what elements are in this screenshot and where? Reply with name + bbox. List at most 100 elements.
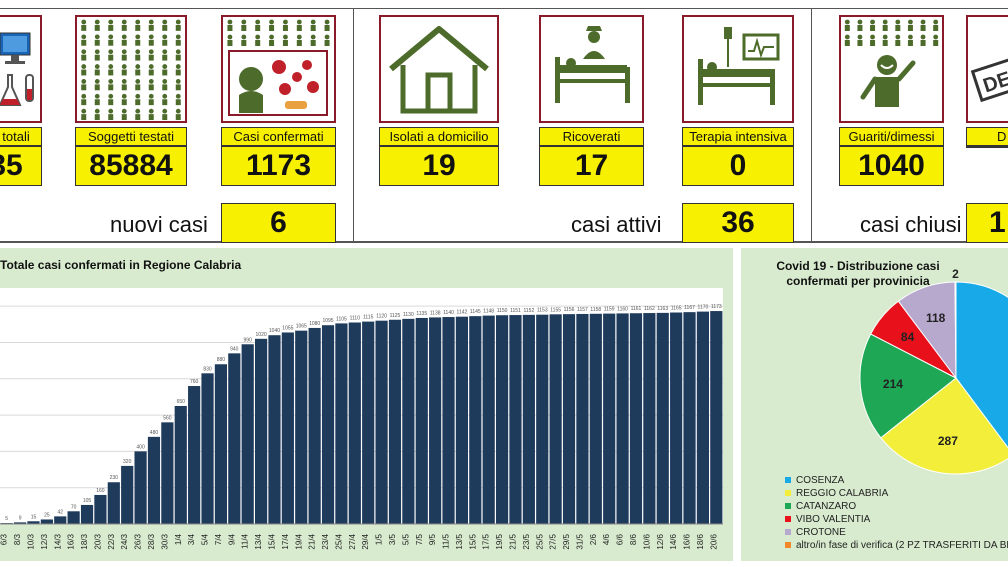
bar	[134, 451, 147, 524]
person-body	[162, 39, 168, 46]
bar-data-label: 1145	[470, 309, 481, 315]
person-body	[241, 25, 247, 31]
stat-value-guariti: 1040	[839, 146, 944, 186]
bar-tick-label: 28/3	[147, 533, 156, 549]
pie-legend-item: COSENZA	[785, 474, 844, 487]
person-figure-icon	[108, 64, 114, 69]
person-figure-icon	[269, 34, 274, 40]
person-body	[81, 25, 87, 31]
person-body	[882, 25, 888, 31]
person-body	[269, 25, 275, 31]
bar-data-label: 42	[57, 509, 63, 515]
people-grid-icon	[81, 19, 181, 120]
person-body	[135, 25, 141, 31]
person-figure-icon	[895, 19, 901, 25]
bar	[80, 504, 94, 524]
person-figure-icon	[108, 79, 114, 84]
bar	[629, 313, 643, 524]
person-body	[175, 39, 181, 46]
virus-particle-icon	[272, 60, 286, 74]
summary-value-chiusi: 1	[966, 203, 1008, 243]
bar	[509, 315, 522, 524]
bar-tick-label: 30/3	[160, 533, 169, 549]
hospital-bed-icon	[555, 26, 630, 103]
bar-data-label: 1159	[604, 307, 615, 313]
person-body	[108, 39, 114, 46]
bar	[482, 315, 495, 524]
bar-data-label: 105	[83, 498, 92, 504]
bar-data-label: 15	[31, 514, 37, 520]
recovered-person-icon	[844, 19, 939, 107]
person-figure-icon	[908, 34, 913, 40]
person-figure-icon	[895, 34, 901, 40]
person-body	[81, 114, 87, 120]
bar-data-label: 1135	[416, 311, 427, 317]
virus-particle-icon	[302, 60, 312, 70]
bar-chart-panel: Totale casi confermati in Regione Calabr…	[0, 248, 733, 561]
bar-data-label: 70	[71, 504, 77, 510]
recovered-person-icon-box	[839, 15, 944, 123]
person-figure-icon	[844, 19, 850, 25]
person-body	[94, 54, 100, 61]
bar-tick-label: 24/3	[120, 533, 129, 549]
person-body	[907, 40, 913, 46]
bar-tick-label: 23/4	[321, 533, 330, 549]
person-figure-icon	[175, 19, 181, 25]
person-body	[933, 25, 939, 31]
bar-tick-label: 7/5	[415, 533, 424, 545]
pie-legend-item: CATANZARO	[785, 500, 856, 513]
person-body	[857, 25, 863, 31]
bar-data-label: 1142	[457, 310, 468, 316]
stat-label-guariti: Guariti/dimessi	[839, 127, 944, 146]
bar-data-label: 1151	[510, 308, 521, 314]
stat-label-terapia: Terapia intensiva	[682, 127, 794, 146]
pie-slice	[955, 281, 1008, 449]
pie-legend-item: VIBO VALENTIA	[785, 513, 870, 526]
bar	[656, 312, 669, 524]
bar-data-label: 400	[136, 444, 145, 450]
bar-chart: 5 6/3 9 8/3 15 10/3 25 12/3 42 14/3 70 16/3 105 18/3 1…	[0, 288, 723, 550]
bar	[415, 317, 428, 524]
summary-value-nuovi: 6	[221, 203, 336, 243]
divider-panels	[733, 243, 737, 567]
bar-tick-label: 17/5	[482, 533, 491, 549]
arm	[860, 76, 878, 100]
person-figure-icon	[148, 108, 154, 114]
stat-value-terapia: 0	[682, 146, 794, 186]
deceased-stamp-icon: DEC	[970, 48, 1008, 103]
person-figure-icon	[135, 93, 141, 99]
person-figure-icon	[162, 34, 168, 40]
bar	[710, 311, 723, 524]
bar-data-label: 1020	[256, 332, 267, 338]
person-body	[282, 25, 288, 31]
bar-tick-label: 21/5	[508, 533, 517, 549]
person-figure-icon	[121, 79, 127, 84]
person-figure-icon	[310, 34, 316, 40]
person-figure-icon	[310, 19, 316, 25]
person-figure-icon	[269, 19, 274, 25]
person-figure-icon	[175, 93, 181, 99]
legend-swatch	[785, 516, 791, 523]
person-body	[135, 84, 141, 91]
person-body	[227, 40, 233, 46]
person-body	[148, 54, 154, 61]
person-body	[324, 25, 330, 31]
bar	[147, 436, 161, 524]
person-figure-icon	[283, 19, 288, 25]
stat-label-tamponi: totali	[0, 127, 42, 146]
person-figure-icon	[908, 19, 913, 25]
person-body	[148, 99, 154, 106]
person-body	[227, 25, 233, 31]
person-body	[81, 99, 87, 106]
person-body	[135, 54, 141, 61]
bar-tick-label: 3/4	[187, 533, 196, 545]
bar-tick-label: 10/3	[26, 533, 35, 549]
bar-tick-label: 27/4	[348, 533, 357, 549]
person-body	[108, 25, 114, 31]
person-body	[870, 25, 876, 31]
bar-tick-label: 10/6	[642, 533, 651, 549]
bar-data-label: 1095	[322, 318, 333, 324]
legend-label: altro/in fase di verifica (2 PZ TRASFERI…	[796, 540, 1008, 551]
bar-data-label: 1155	[550, 307, 561, 313]
